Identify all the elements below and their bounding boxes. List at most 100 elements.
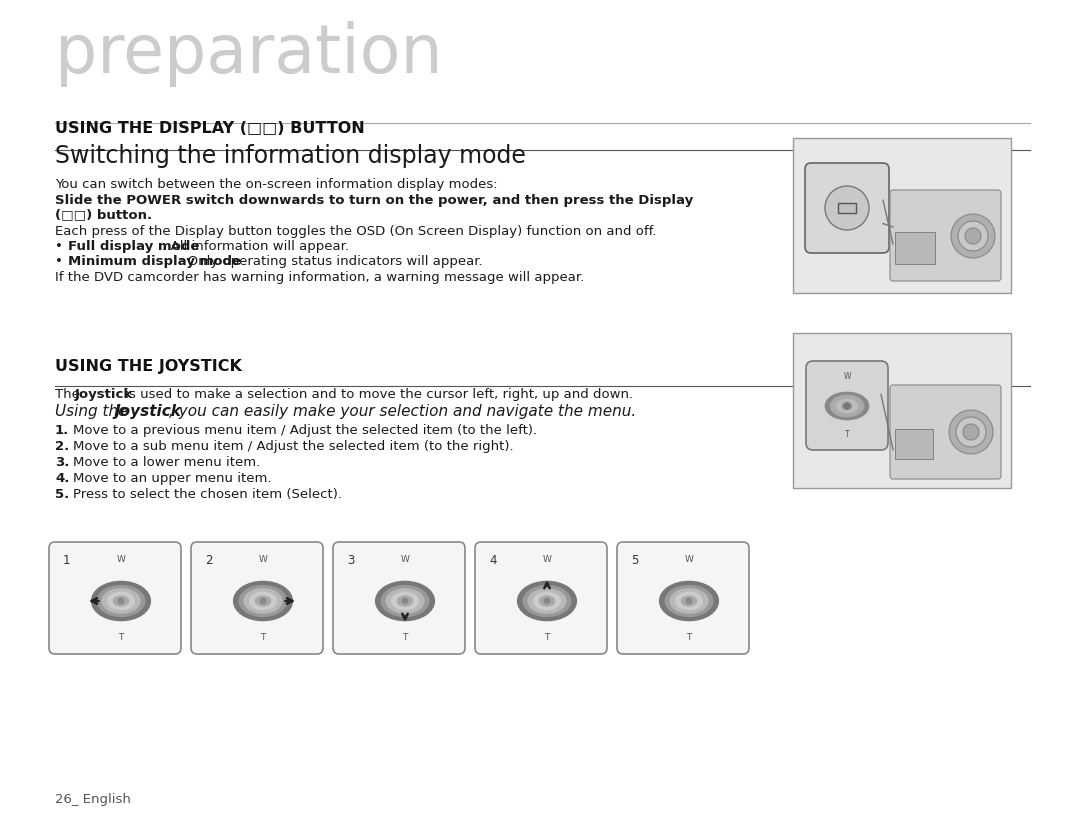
Text: The: The (55, 388, 84, 401)
Text: W: W (401, 555, 409, 564)
Text: 5.: 5. (55, 488, 69, 501)
Ellipse shape (523, 586, 571, 616)
Ellipse shape (397, 596, 413, 606)
Ellipse shape (255, 596, 271, 606)
Text: 2: 2 (205, 554, 213, 567)
Text: : All information will appear.: : All information will appear. (162, 240, 349, 253)
Ellipse shape (387, 589, 423, 613)
Ellipse shape (517, 581, 577, 621)
FancyBboxPatch shape (617, 542, 750, 654)
Circle shape (118, 598, 124, 604)
Text: (□□) button.: (□□) button. (55, 208, 152, 221)
Ellipse shape (239, 586, 287, 616)
Text: preparation: preparation (55, 21, 443, 87)
Text: 2.: 2. (55, 440, 69, 453)
Text: 4.: 4. (55, 472, 69, 485)
Text: 3: 3 (347, 554, 354, 567)
Text: is used to make a selection and to move the cursor left, right, up and down.: is used to make a selection and to move … (121, 388, 634, 401)
FancyBboxPatch shape (333, 542, 465, 654)
Ellipse shape (113, 596, 129, 606)
Ellipse shape (381, 586, 429, 616)
Text: 1.: 1. (55, 424, 69, 437)
Ellipse shape (249, 592, 276, 610)
Ellipse shape (244, 589, 282, 613)
Text: USING THE DISPLAY (□□) BUTTON: USING THE DISPLAY (□□) BUTTON (55, 121, 365, 136)
Text: W: W (843, 372, 851, 381)
Circle shape (402, 598, 408, 604)
Ellipse shape (534, 592, 561, 610)
Text: T: T (686, 633, 691, 642)
FancyBboxPatch shape (475, 542, 607, 654)
FancyBboxPatch shape (49, 542, 181, 654)
Ellipse shape (108, 592, 134, 610)
FancyBboxPatch shape (793, 333, 1011, 488)
Text: Switching the information display mode: Switching the information display mode (55, 144, 526, 168)
Ellipse shape (842, 402, 852, 410)
Text: Move to a lower menu item.: Move to a lower menu item. (73, 456, 260, 469)
Circle shape (958, 221, 988, 251)
Text: 3.: 3. (55, 456, 69, 469)
Circle shape (843, 403, 850, 409)
FancyBboxPatch shape (890, 385, 1001, 479)
Text: Minimum display mode: Minimum display mode (68, 255, 241, 268)
FancyBboxPatch shape (805, 163, 889, 253)
FancyBboxPatch shape (895, 429, 933, 459)
Text: T: T (119, 633, 124, 642)
Text: T: T (845, 430, 849, 439)
Text: •: • (55, 240, 71, 253)
Circle shape (686, 598, 692, 604)
Ellipse shape (831, 395, 864, 417)
Text: Each press of the Display button toggles the OSD (On Screen Display) function on: Each press of the Display button toggles… (55, 225, 657, 238)
Text: T: T (403, 633, 407, 642)
Text: 5: 5 (631, 554, 638, 567)
Text: Joystick: Joystick (75, 388, 133, 401)
Text: Move to a sub menu item / Adjust the selected item (to the right).: Move to a sub menu item / Adjust the sel… (73, 440, 514, 453)
Text: Joystick: Joystick (114, 404, 181, 419)
Ellipse shape (103, 589, 140, 613)
Ellipse shape (376, 581, 434, 621)
Text: 4: 4 (489, 554, 497, 567)
Ellipse shape (670, 589, 707, 613)
Ellipse shape (665, 586, 713, 616)
Text: T: T (260, 633, 266, 642)
Ellipse shape (233, 581, 293, 621)
Ellipse shape (825, 392, 869, 420)
Circle shape (825, 186, 869, 230)
FancyBboxPatch shape (838, 203, 856, 213)
FancyBboxPatch shape (895, 232, 935, 264)
Ellipse shape (836, 399, 858, 413)
Circle shape (966, 228, 981, 244)
Circle shape (956, 417, 986, 447)
FancyBboxPatch shape (191, 542, 323, 654)
Ellipse shape (528, 589, 566, 613)
Text: USING THE JOYSTICK: USING THE JOYSTICK (55, 359, 242, 374)
Text: Full display mode: Full display mode (68, 240, 200, 253)
Circle shape (963, 424, 978, 440)
Text: W: W (542, 555, 552, 564)
Text: 26_ English: 26_ English (55, 793, 131, 806)
Text: T: T (544, 633, 550, 642)
Circle shape (260, 598, 266, 604)
Ellipse shape (681, 596, 697, 606)
Text: Press to select the chosen item (Select).: Press to select the chosen item (Select)… (73, 488, 342, 501)
Ellipse shape (97, 586, 145, 616)
FancyBboxPatch shape (806, 361, 888, 450)
Ellipse shape (539, 596, 555, 606)
Ellipse shape (676, 592, 702, 610)
Text: W: W (117, 555, 125, 564)
Text: You can switch between the on-screen information display modes:: You can switch between the on-screen inf… (55, 178, 498, 191)
Text: Move to a previous menu item / Adjust the selected item (to the left).: Move to a previous menu item / Adjust th… (73, 424, 537, 437)
Text: •: • (55, 255, 71, 268)
Text: Move to an upper menu item.: Move to an upper menu item. (73, 472, 271, 485)
Ellipse shape (92, 581, 150, 621)
Text: W: W (685, 555, 693, 564)
Text: W: W (258, 555, 268, 564)
Text: Using the: Using the (55, 404, 133, 419)
Ellipse shape (392, 592, 418, 610)
Text: 1: 1 (63, 554, 70, 567)
Circle shape (544, 598, 550, 604)
Text: Slide the POWER switch downwards to turn on the power, and then press the Displa: Slide the POWER switch downwards to turn… (55, 194, 693, 207)
Text: If the DVD camcorder has warning information, a warning message will appear.: If the DVD camcorder has warning informa… (55, 271, 584, 284)
Circle shape (949, 410, 993, 454)
Ellipse shape (660, 581, 718, 621)
